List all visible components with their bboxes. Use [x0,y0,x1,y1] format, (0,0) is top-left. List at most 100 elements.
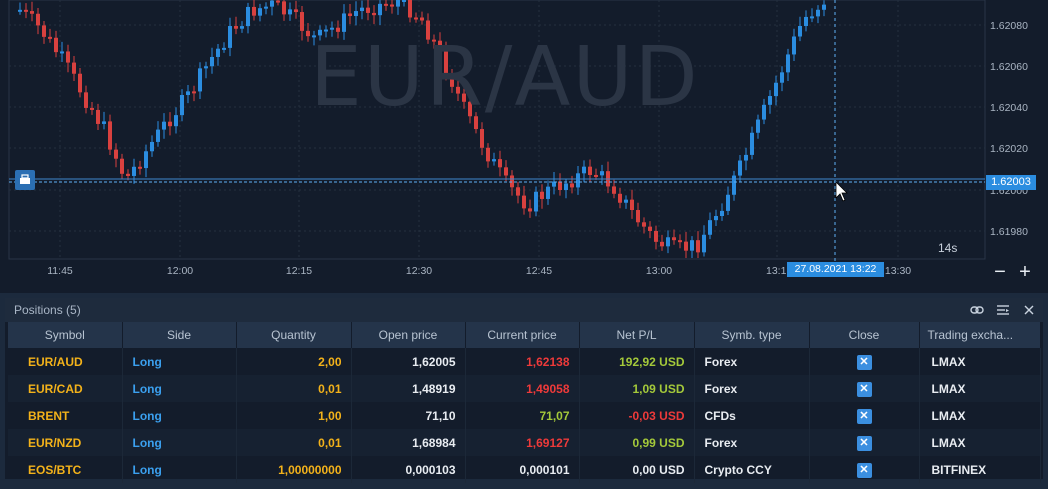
cell-open-price: 0,000103 [351,456,466,483]
close-position-button[interactable]: ✕ [856,435,872,451]
candle-body [72,62,76,74]
symbol-watermark: EUR/AUD [310,30,700,125]
candle-body [144,151,148,169]
candle-body [222,47,226,50]
candle-body [48,36,52,39]
column-header-quantity[interactable]: Quantity [236,322,352,348]
candle-body [138,166,142,169]
cell-net-pl: 0,00 USD [579,456,695,483]
close-icon[interactable] [1021,302,1037,318]
candlestick-chart[interactable]: 1.620801.620601.620401.620201.620001.619… [0,0,1048,293]
candle-body [618,193,622,203]
candle-body [570,183,574,188]
candle-body [204,66,208,69]
candle-body [594,174,598,177]
candle-body [24,9,28,12]
settings-menu-icon[interactable] [995,302,1011,318]
candle-body [198,68,202,92]
column-header-symbol[interactable]: Symbol [8,322,123,348]
candle-body [708,220,712,235]
candle-body [816,9,820,17]
candle-body [186,91,190,96]
cell-symb-type: Forex [694,429,810,456]
candle-body [264,6,268,9]
column-header-trading-exchange[interactable]: Trading excha... [919,322,1041,348]
candle-body [348,13,352,17]
cell-open-price: 1,48919 [351,375,466,402]
cell-close: ✕ [809,375,920,402]
column-header-open-price[interactable]: Open price [351,322,466,348]
chart-area[interactable]: 1.62080 1.62060 1.62040 1.62020 1.62000 1.619… [0,0,1048,293]
cell-close: ✕ [809,348,920,375]
table-row[interactable]: EUR/CAD Long 0,01 1,48919 1,49058 1,09 U… [8,375,1041,402]
column-header-close[interactable]: Close [809,322,920,348]
close-position-button[interactable]: ✕ [856,354,872,370]
y-tick-label: 1.62060 [990,61,1028,73]
column-header-net-pl[interactable]: Net P/L [579,322,695,348]
zoom-in-button[interactable]: + [1019,261,1031,283]
candle-body [102,121,106,124]
candle-body [582,166,586,174]
candle-body [636,210,640,223]
table-row[interactable]: EUR/NZD Long 0,01 1,68984 1,69127 0,99 U… [8,429,1041,456]
candle-body [804,16,808,27]
candle-body [84,92,88,108]
column-header-symb-type[interactable]: Symb. type [694,322,810,348]
table-row[interactable]: BRENT Long 1,00 71,10 71,07 -0,03 USD CF… [8,402,1041,429]
candle-body [462,93,466,102]
cell-side: Long [122,348,237,375]
y-tick-label: 1.62040 [990,102,1028,114]
candle-body [156,129,160,142]
candle-body [612,186,616,194]
candle-body [534,191,538,212]
column-header-side[interactable]: Side [122,322,237,348]
cell-net-pl: 0,99 USD [579,429,695,456]
close-position-button[interactable]: ✕ [856,408,872,424]
table-row[interactable]: EUR/AUD Long 2,00 1,62005 1,62138 192,92… [8,348,1041,375]
cell-current-price: 1,49058 [465,375,580,402]
candle-body [36,13,40,26]
cell-close: ✕ [809,456,920,483]
cell-current-price: 1,62138 [465,348,580,375]
candle-body [366,7,370,13]
candle-body [276,0,280,3]
candle-body [750,132,754,155]
column-header-current-price[interactable]: Current price [465,322,580,348]
candle-body [642,222,646,227]
candle-body [474,116,478,130]
candle-body [210,56,214,67]
candle-body [168,121,172,127]
candle-body [510,175,514,188]
mouse-cursor-icon [835,181,848,202]
candle-body [822,4,826,10]
candle-body [540,191,544,199]
candle-body [810,16,814,19]
close-position-button[interactable]: ✕ [856,381,872,397]
cell-symb-type: Crypto CCY [694,456,810,483]
cell-exchange: LMAX [919,375,1041,402]
x-tick-label: 12:30 [406,265,432,277]
candle-body [294,9,298,13]
cell-net-pl: 192,92 USD [579,348,695,375]
candle-body [660,241,664,247]
candle-body [450,74,454,87]
positions-table: Symbol Side Quantity Open price Current … [8,322,1041,483]
positions-title: Positions (5) [14,303,81,317]
candle-body [396,0,400,7]
link-icon[interactable] [969,302,985,318]
cell-side: Long [122,429,237,456]
close-position-button[interactable]: ✕ [856,462,872,478]
candle-body [324,29,328,32]
candle-body [576,173,580,188]
y-tick-label: 1.62020 [990,143,1028,155]
cell-open-price: 1,62005 [351,348,466,375]
table-row[interactable]: EOS/BTC Long 1,00000000 0,000103 0,00010… [8,456,1041,483]
position-marker-icon[interactable] [15,170,35,190]
cell-symbol: EOS/BTC [8,456,123,483]
zoom-out-button[interactable]: − [994,261,1006,283]
positions-panel-header: Positions (5) [5,298,1043,322]
candle-body [516,187,520,196]
cell-close: ✕ [809,402,920,429]
candle-body [90,107,94,110]
candle-body [654,230,658,242]
